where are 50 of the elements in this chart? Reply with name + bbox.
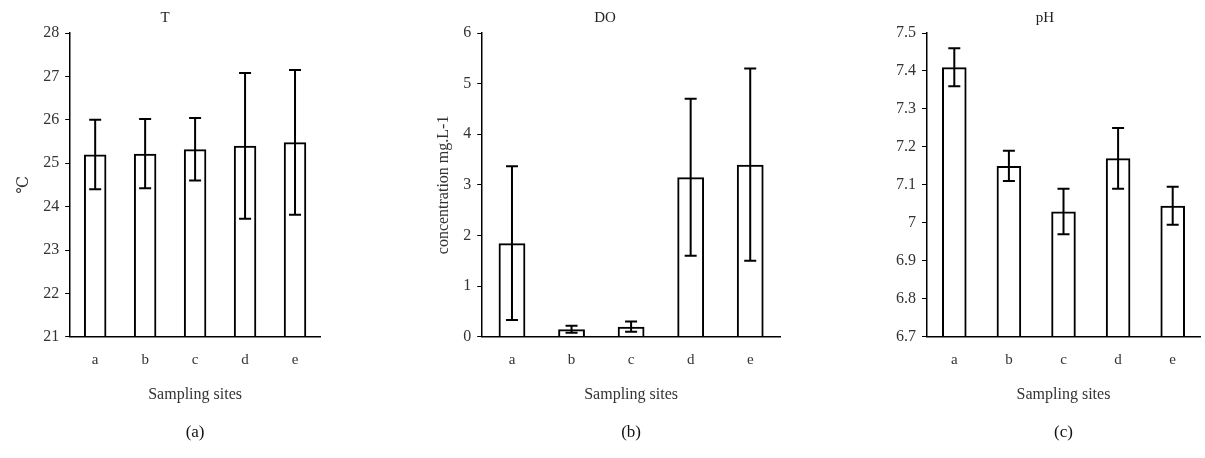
- x-tick-label: d: [686, 350, 695, 367]
- y-tick-label: 6.8: [896, 289, 916, 307]
- y-tick-label: 6.9: [896, 251, 916, 269]
- y-tick-label: 4: [463, 124, 472, 142]
- x-tick-label: c: [191, 350, 199, 367]
- y-tick-label: 24: [43, 196, 60, 214]
- x-tick-label: a: [91, 350, 99, 367]
- x-tick-label: a: [950, 350, 958, 367]
- x-tick-label: b: [1005, 350, 1013, 367]
- y-tick-label: 7.1: [896, 175, 916, 193]
- y-tick-label: 7.5: [896, 23, 916, 41]
- y-tick-label: 0: [463, 327, 472, 344]
- text: (a): [185, 422, 205, 442]
- y-tick-label: 23: [43, 240, 60, 258]
- x-tick-label: c: [627, 350, 635, 367]
- text: (b): [621, 422, 642, 442]
- y-axis-title: concentration mg.L-1: [433, 115, 452, 255]
- y-tick-label: 7: [908, 213, 916, 231]
- x-tick-label: a: [508, 350, 516, 367]
- y-tick-label: 6: [463, 23, 472, 41]
- y-tick-label: 21: [43, 327, 60, 344]
- y-tick-label: 2: [463, 225, 472, 243]
- y-tick-label: 1: [463, 276, 472, 294]
- y-tick-label: 7.3: [896, 99, 916, 117]
- y-tick-label: 27: [43, 66, 60, 84]
- x-axis-title: Sampling sites: [1016, 384, 1111, 403]
- y-tick-label: 25: [43, 153, 60, 171]
- y-tick-label: 5: [463, 73, 472, 91]
- y-tick-label: 7.2: [896, 137, 916, 155]
- chart-title: DO: [594, 8, 616, 25]
- y-tick-label: 7.4: [896, 61, 916, 79]
- x-tick-label: e: [746, 350, 754, 367]
- y-axis-title: ℃: [13, 175, 31, 194]
- y-tick-label: 6.7: [896, 327, 916, 344]
- y-tick-label: 3: [463, 175, 472, 193]
- x-tick-label: e: [1169, 350, 1177, 367]
- x-tick-label: d: [241, 350, 250, 367]
- y-tick-label: 28: [43, 23, 60, 41]
- x-tick-label: b: [567, 350, 576, 367]
- x-tick-label: c: [1060, 350, 1068, 367]
- x-tick-label: d: [1114, 350, 1123, 367]
- chart-title: T: [160, 8, 170, 25]
- text: (c): [1054, 422, 1073, 442]
- y-tick-label: 22: [43, 283, 60, 301]
- x-axis-title: Sampling sites: [148, 384, 242, 403]
- y-tick-label: 26: [43, 110, 60, 127]
- x-axis-title: Sampling sites: [584, 384, 678, 403]
- chart-title: pH: [1035, 8, 1055, 25]
- x-tick-label: e: [291, 350, 299, 367]
- x-tick-label: b: [141, 350, 149, 367]
